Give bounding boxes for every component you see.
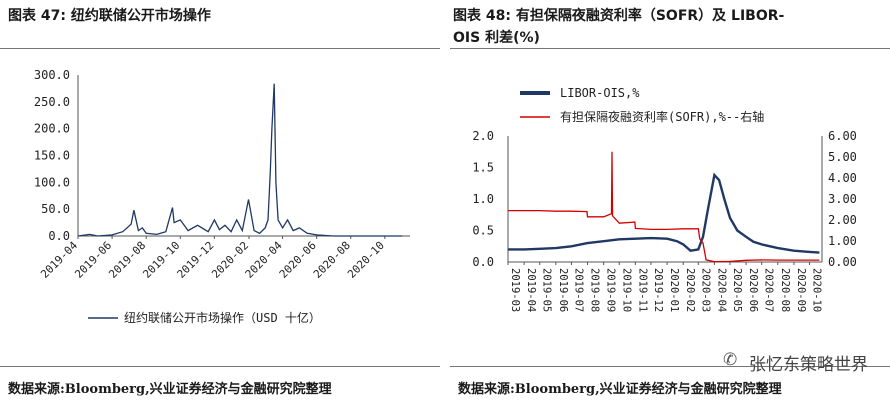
y-tick-label: 200.0: [34, 122, 70, 136]
x-tick-label: 2020-01: [668, 268, 680, 312]
series-line-sofr: [508, 151, 820, 263]
y-left-tick-label: 1.0: [472, 192, 494, 206]
x-tick-label: 2020-07: [763, 268, 775, 312]
y-tick-label: 50.0: [41, 202, 70, 216]
y-right-tick-label: 4.00: [828, 171, 857, 185]
y-left-tick-label: 1.5: [472, 161, 494, 175]
right-chart: LIBOR-OIS,% 有担保隔夜融资利率(SOFR),%--右轴 2.0 1.5 1…: [472, 86, 857, 312]
watermark-text: 张忆东策略世界: [749, 355, 868, 375]
right-source-note: 数据来源:Bloomberg,兴业证券经济与金融研究院整理: [458, 382, 782, 397]
x-tick-label: 2020-03: [699, 268, 711, 312]
y-left-tick-label: 2.0: [472, 129, 494, 143]
x-tick-label: 2019-11: [636, 268, 648, 312]
right-chart-title-line1: 图表 48: 有担保隔夜融资利率（SOFR）及 LIBOR-: [453, 8, 785, 24]
y-tick-label: 0.0: [48, 229, 70, 243]
x-tick-label: 2020-06: [747, 268, 759, 312]
x-tick-label: 2020-05: [731, 268, 743, 312]
y-tick-label: 150.0: [34, 149, 70, 163]
y-left-tick-label: 0.5: [472, 224, 494, 238]
x-tick-label: 2019-12: [175, 239, 217, 281]
right-chart-title-line2: OIS 利差(%): [453, 30, 540, 46]
y-left-tick-label: 0.0: [472, 255, 494, 269]
footer-rule-left: [0, 366, 440, 367]
x-tick-label: 2019-12: [652, 268, 664, 312]
y-tick-label: 300.0: [34, 68, 70, 82]
x-tick-label: 2019-05: [541, 268, 553, 312]
y-tick-label: 100.0: [34, 175, 70, 189]
x-tick-label: 2020-09: [795, 268, 807, 312]
y-right-tick-label: 2.00: [828, 213, 857, 227]
y-right-tick-label: 5.00: [828, 150, 857, 164]
x-tick-label: 2020-10: [811, 268, 823, 312]
y-right-tick-label: 3.00: [828, 192, 857, 206]
x-tick-label: 2019-04: [525, 268, 537, 312]
wechat-icon: ✆: [723, 350, 738, 370]
left-source-note: 数据来源:Bloomberg,兴业证券经济与金融研究院整理: [8, 382, 332, 397]
x-tick-label: 2019-06: [557, 268, 569, 312]
header-rule-right: [450, 48, 890, 49]
x-tick-label: 2019-03: [509, 268, 521, 312]
x-tick-label: 2019-10: [620, 268, 632, 312]
watermark: ✆ 张忆东策略世界: [723, 350, 868, 375]
x-tick-label: 2020-04: [715, 268, 727, 312]
x-tick-label: 2019-07: [572, 268, 584, 312]
y-right-tick-label: 1.00: [828, 234, 857, 248]
x-tick-label: 2019-09: [605, 268, 617, 312]
y-tick-label: 250.0: [34, 95, 70, 109]
series-line-libor-ois: [508, 172, 820, 254]
legend-label: 纽约联储公开市场操作（USD 十亿）: [124, 310, 321, 325]
left-chart-title: 图表 47: 纽约联储公开市场操作: [8, 8, 211, 24]
footer-rule-right: [450, 366, 890, 367]
y-right-tick-label: 6.00: [828, 129, 857, 143]
series-line-nyfed-ops: [77, 83, 403, 237]
legend-label-libor-ois: LIBOR-OIS,%: [560, 86, 640, 100]
y-right-tick-label: 0.00: [828, 255, 857, 269]
x-tick-label: 2019-08: [589, 268, 601, 312]
x-tick-label: 2020-08: [779, 268, 791, 312]
x-tick-label: 2020-10: [345, 239, 387, 281]
x-tick-label: 2020-02: [684, 268, 696, 312]
legend-label-sofr: 有担保隔夜融资利率(SOFR),%--右轴: [560, 109, 764, 124]
header-rule-left: [0, 48, 440, 49]
